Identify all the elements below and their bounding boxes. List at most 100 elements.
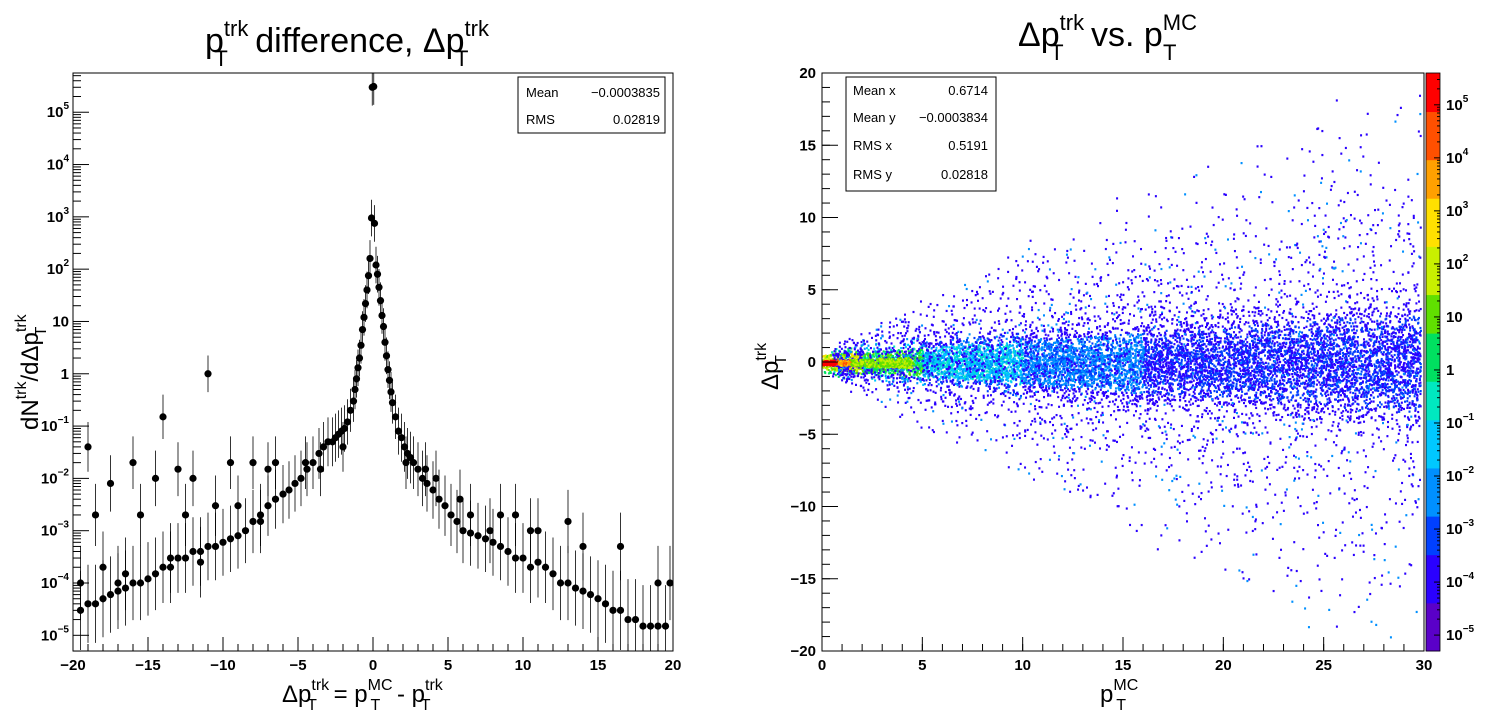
left-data-point	[99, 563, 107, 571]
right-heat-cell	[1086, 338, 1089, 341]
right-heat-cell	[1043, 380, 1046, 383]
right-heat-cell	[1075, 331, 1078, 335]
right-heat-cell	[1013, 391, 1016, 394]
left-data-point	[384, 366, 392, 374]
right-heat-cell	[823, 358, 826, 361]
right-heat-cell	[1097, 339, 1100, 343]
right-heat-cell	[1297, 326, 1300, 329]
right-heat-cell	[1191, 310, 1194, 313]
right-heat-cell	[1242, 314, 1245, 318]
right-heat-cell	[1304, 360, 1307, 363]
left-data-point	[375, 283, 383, 291]
right-heat-cell	[939, 341, 942, 344]
right-heat-cell	[919, 380, 922, 383]
right-heat-cell	[1252, 319, 1255, 322]
left-data-point	[211, 542, 220, 551]
right-heat-cell	[1299, 403, 1302, 407]
right-heat-cell	[1209, 376, 1212, 379]
right-heat-cell	[1091, 389, 1094, 392]
right-heat-cell	[1060, 378, 1063, 381]
right-heat-cell	[1108, 355, 1111, 358]
right-heat-cell	[1234, 378, 1237, 382]
right-heat-cell	[1145, 362, 1148, 365]
right-heat-cell	[1086, 386, 1089, 390]
left-data-point	[534, 527, 542, 535]
right-heat-cell	[1340, 337, 1343, 340]
right-heat-cell	[1327, 372, 1330, 375]
right-heat-cell	[1344, 403, 1347, 406]
right-heat-cell	[1224, 401, 1227, 404]
right-heat-cell	[1053, 379, 1056, 383]
right-heat-cell	[1125, 391, 1128, 395]
right-heat-cell	[919, 371, 922, 375]
right-heat-cell	[1379, 415, 1382, 418]
right-heat-cell	[1294, 352, 1297, 355]
right-heat-cell	[1299, 338, 1302, 341]
right-heat-cell	[1220, 376, 1223, 379]
right-heat-cell	[1069, 376, 1072, 379]
right-heat-cell	[967, 378, 970, 381]
right-heat-cell	[1147, 402, 1150, 405]
right-heat-cell	[877, 352, 880, 355]
right-heat-cell	[1076, 385, 1079, 389]
right-heat-cell	[1380, 377, 1383, 380]
right-heat-cell	[1416, 388, 1419, 391]
left-data-point	[84, 443, 92, 451]
right-heat-cell	[1027, 387, 1030, 390]
right-heat-cell	[1412, 326, 1415, 330]
right-heat-cell	[1301, 368, 1304, 371]
right-heat-cell	[1001, 341, 1004, 344]
right-heat-cell	[989, 340, 992, 343]
right-heat-cell	[1083, 398, 1086, 402]
right-heat-cell	[1206, 389, 1209, 392]
left-x-tick-label: −15	[135, 657, 160, 674]
right-heat-cell	[1220, 350, 1223, 353]
right-heat-cell	[1020, 377, 1023, 381]
right-heat-cell	[1267, 362, 1270, 365]
right-heat-cell	[1011, 344, 1014, 347]
right-heat-cell	[1255, 391, 1258, 394]
right-heat-cell	[1190, 386, 1193, 389]
right-heat-cell	[1315, 388, 1318, 391]
right-heat-cell	[1266, 368, 1269, 371]
right-heat-cell	[1405, 304, 1408, 307]
right-heat-cell	[1239, 339, 1242, 342]
right-heat-cell	[1365, 370, 1368, 373]
right-heat-cell	[1274, 362, 1277, 365]
right-heat-cell	[1010, 344, 1013, 347]
right-heat-cell	[1362, 338, 1365, 341]
left-data-point	[394, 427, 403, 435]
right-heat-cell	[1385, 349, 1388, 352]
right-heat-cell	[1031, 347, 1034, 350]
right-heat-cell	[1243, 398, 1246, 401]
right-heat-cell	[1013, 365, 1016, 369]
left-data-point	[370, 219, 379, 227]
left-data-point	[376, 297, 385, 305]
right-heat-cell	[984, 356, 987, 359]
right-heat-cell	[1163, 357, 1166, 360]
right-heat-cell	[860, 372, 863, 376]
right-heat-cell	[1381, 342, 1384, 345]
right-heat-cell	[1298, 379, 1301, 382]
right-heat-cell	[1373, 307, 1376, 311]
right-heat-cell	[1128, 363, 1131, 367]
left-data-point	[541, 563, 550, 571]
right-heat-cell	[1353, 374, 1356, 377]
right-heat-cell	[1045, 388, 1048, 392]
right-heat-cell	[1268, 327, 1271, 330]
left-data-point	[106, 479, 115, 488]
right-heat-cell	[1215, 390, 1218, 393]
right-heat-cell	[1148, 326, 1151, 329]
left-stats-box: Mean −0.0003835 RMS 0.02819	[517, 76, 666, 134]
right-heat-cell	[1034, 349, 1037, 352]
right-heat-cell	[1370, 350, 1373, 353]
right-heat-cell	[1088, 354, 1091, 358]
right-heat-cell	[1341, 333, 1344, 336]
left-stat-value-rms: 0.02819	[613, 112, 660, 127]
right-heat-cell	[1314, 397, 1317, 400]
right-heat-cell	[1406, 341, 1409, 344]
right-heat-cell	[1377, 309, 1380, 313]
right-heat-cell	[1255, 349, 1258, 353]
right-heat-cell	[1192, 390, 1195, 394]
right-heat-cell	[1111, 400, 1114, 403]
